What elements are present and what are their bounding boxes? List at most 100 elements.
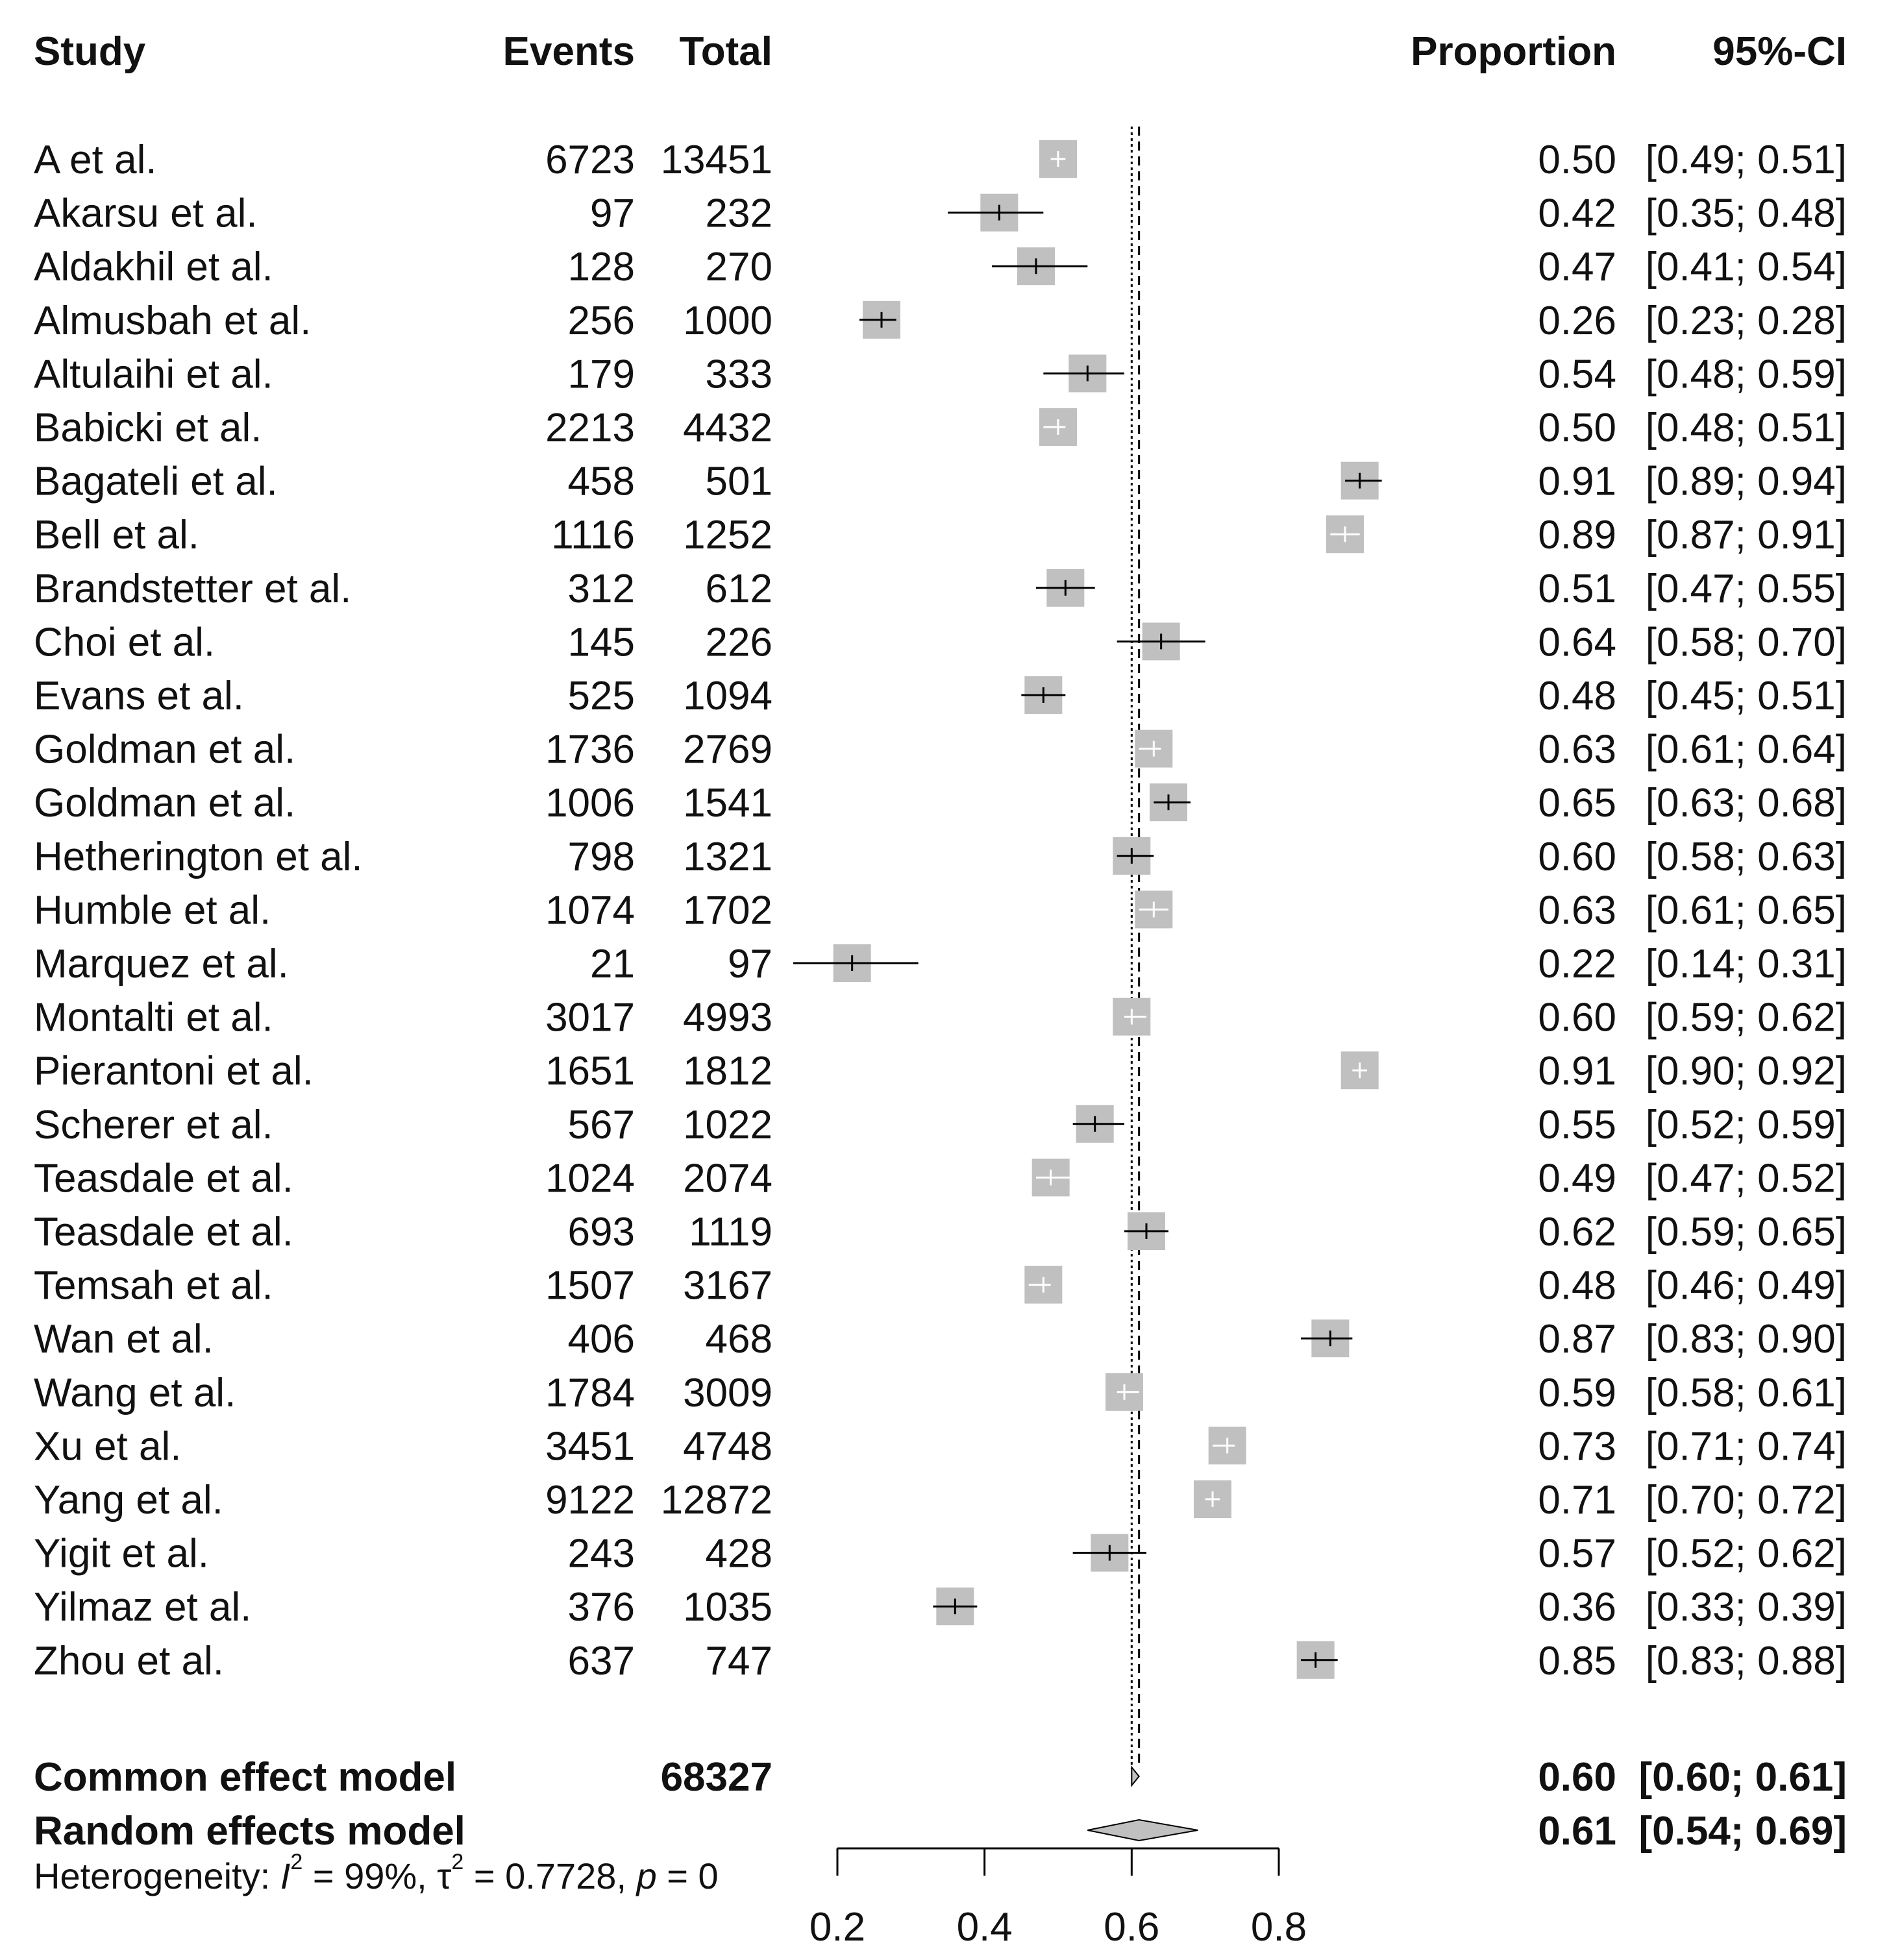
study-ci: [0.61; 0.65] [1646, 888, 1847, 933]
study-total: 1321 [683, 835, 772, 879]
study-total: 333 [706, 352, 772, 397]
study-events: 179 [568, 352, 635, 397]
study-ci: [0.70; 0.72] [1646, 1478, 1847, 1523]
summary-diamond [1087, 1819, 1198, 1842]
study-total: 747 [706, 1639, 772, 1684]
study-ci: [0.83; 0.88] [1646, 1639, 1847, 1684]
study-proportion: 0.71 [1538, 1478, 1616, 1523]
study-name: Scherer et al. [34, 1103, 273, 1147]
study-name: Yilmaz et al. [34, 1585, 251, 1630]
study-ci: [0.46; 0.49] [1646, 1264, 1847, 1308]
study-ci: [0.87; 0.91] [1646, 513, 1847, 557]
study-ci: [0.41; 0.54] [1646, 245, 1847, 289]
study-proportion: 0.26 [1538, 299, 1616, 343]
study-name: Goldman et al. [34, 728, 295, 772]
study-proportion: 0.91 [1538, 1049, 1616, 1094]
study-proportion: 0.48 [1538, 674, 1616, 718]
summary-ci: [0.54; 0.69] [1638, 1809, 1847, 1854]
study-name: Yigit et al. [34, 1532, 209, 1576]
study-events: 376 [568, 1585, 635, 1630]
summary-proportion: 0.61 [1538, 1809, 1616, 1854]
heterogeneity-part: 2 [290, 1850, 302, 1874]
heterogeneity-part: = 99%, [302, 1856, 437, 1896]
study-proportion: 0.47 [1538, 245, 1616, 289]
study-name: Teasdale et al. [34, 1156, 293, 1201]
study-total: 13451 [661, 138, 772, 182]
study-total: 4748 [683, 1424, 772, 1469]
study-name: Zhou et al. [34, 1639, 224, 1684]
study-proportion: 0.54 [1538, 352, 1616, 397]
study-name: Brandstetter et al. [34, 567, 351, 611]
study-total: 232 [706, 191, 772, 236]
study-ci: [0.59; 0.65] [1646, 1210, 1847, 1255]
study-name: Aldakhil et al. [34, 245, 273, 289]
study-events: 1651 [545, 1049, 635, 1094]
study-proportion: 0.63 [1538, 888, 1616, 933]
header-total: Total [680, 29, 773, 74]
study-total: 3167 [683, 1264, 772, 1308]
study-total: 501 [706, 459, 772, 504]
study-events: 1736 [545, 728, 635, 772]
study-total: 1812 [683, 1049, 772, 1094]
study-events: 3017 [545, 996, 635, 1040]
study-name: Teasdale et al. [34, 1210, 293, 1255]
study-events: 2213 [545, 406, 635, 450]
study-events: 1074 [545, 888, 635, 933]
study-proportion: 0.48 [1538, 1264, 1616, 1308]
study-proportion: 0.65 [1538, 781, 1616, 826]
study-proportion: 0.60 [1538, 835, 1616, 879]
header-ci: 95%-CI [1712, 29, 1847, 74]
study-name: Temsah et al. [34, 1264, 273, 1308]
study-total: 1702 [683, 888, 772, 933]
study-ci: [0.45; 0.51] [1646, 674, 1847, 718]
study-name: Xu et al. [34, 1424, 181, 1469]
study-events: 406 [568, 1317, 635, 1362]
study-events: 145 [568, 620, 635, 665]
study-name: Babicki et al. [34, 406, 262, 450]
study-ci: [0.89; 0.94] [1646, 459, 1847, 504]
study-ci: [0.14; 0.31] [1646, 942, 1847, 986]
study-name: Yang et al. [34, 1478, 223, 1523]
study-events: 256 [568, 299, 635, 343]
study-name: Wang et al. [34, 1371, 236, 1415]
study-total: 1094 [683, 674, 772, 718]
study-events: 637 [568, 1639, 635, 1684]
study-ci: [0.61; 0.64] [1646, 728, 1847, 772]
study-events: 1024 [545, 1156, 635, 1201]
study-proportion: 0.57 [1538, 1532, 1616, 1576]
study-events: 128 [568, 245, 635, 289]
study-events: 6723 [545, 138, 635, 182]
study-name: Goldman et al. [34, 781, 295, 826]
study-total: 97 [728, 942, 772, 986]
study-ci: [0.47; 0.55] [1646, 567, 1847, 611]
study-events: 525 [568, 674, 635, 718]
study-ci: [0.59; 0.62] [1646, 996, 1847, 1040]
study-name: Bagateli et al. [34, 459, 278, 504]
header-proportion: Proportion [1411, 29, 1616, 74]
study-proportion: 0.63 [1538, 728, 1616, 772]
study-name: Montalti et al. [34, 996, 273, 1040]
study-ci: [0.33; 0.39] [1646, 1585, 1847, 1630]
study-proportion: 0.73 [1538, 1424, 1616, 1469]
study-ci: [0.48; 0.51] [1646, 406, 1847, 450]
study-proportion: 0.49 [1538, 1156, 1616, 1201]
x-axis-tick-label: 0.8 [1251, 1905, 1307, 1950]
study-proportion: 0.50 [1538, 406, 1616, 450]
study-total: 1000 [683, 299, 772, 343]
study-events: 567 [568, 1103, 635, 1147]
heterogeneity-text: Heterogeneity: I2 = 99%, τ2 = 0.7728, p … [34, 1850, 719, 1896]
summary-ci: [0.60; 0.61] [1638, 1755, 1847, 1800]
study-proportion: 0.59 [1538, 1371, 1616, 1415]
study-proportion: 0.85 [1538, 1639, 1616, 1684]
study-ci: [0.48; 0.59] [1646, 352, 1847, 397]
x-axis-tick-label: 0.2 [809, 1905, 865, 1950]
x-axis-tick-label: 0.6 [1104, 1905, 1159, 1950]
study-ci: [0.47; 0.52] [1646, 1156, 1847, 1201]
study-ci: [0.49; 0.51] [1646, 138, 1847, 182]
heterogeneity-part: 2 [451, 1850, 463, 1874]
study-total: 270 [706, 245, 772, 289]
study-total: 226 [706, 620, 772, 665]
study-name: Altulaihi et al. [34, 352, 273, 397]
study-ci: [0.90; 0.92] [1646, 1049, 1847, 1094]
